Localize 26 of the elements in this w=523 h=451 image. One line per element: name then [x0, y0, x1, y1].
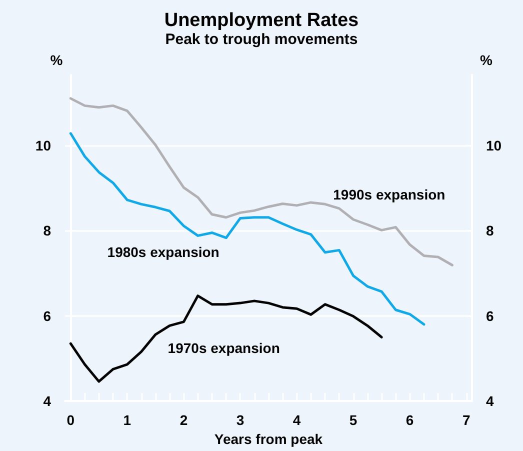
y2-tick-label: 4 [486, 393, 494, 410]
y2-tick-label: 6 [486, 308, 494, 324]
series-label: 1980s expansion [107, 244, 220, 260]
y-tick-label: 6 [43, 308, 52, 324]
line-series [69, 294, 383, 383]
x-tick-label: 3 [236, 412, 244, 428]
line-series [69, 97, 454, 266]
x-tick-label: 4 [292, 412, 301, 428]
series-label: 1990s expansion [333, 186, 446, 202]
chart-title: Unemployment Rates [164, 10, 359, 31]
x-tick-label: 6 [406, 412, 414, 428]
chart-subtitle: Peak to trough movements [165, 31, 358, 48]
x-tick-label: 0 [66, 412, 75, 428]
y2-tick-label: 8 [486, 222, 494, 239]
x-tick-label: 7 [462, 412, 470, 428]
y-axis-title: % [50, 52, 64, 68]
x-tick-label: 1 [123, 412, 132, 428]
y2-axis-title: % [480, 52, 493, 68]
x-tick-label: 5 [349, 412, 358, 428]
y-tick-label: 8 [43, 222, 52, 239]
y-tick-label: 4 [43, 393, 52, 410]
x-tick-label: 2 [180, 412, 188, 428]
series-label: 1970s expansion [168, 340, 280, 356]
y2-tick-label: 10 [486, 137, 502, 154]
y-tick-label: 10 [35, 137, 52, 154]
x-axis-title: Years from peak [214, 431, 323, 447]
